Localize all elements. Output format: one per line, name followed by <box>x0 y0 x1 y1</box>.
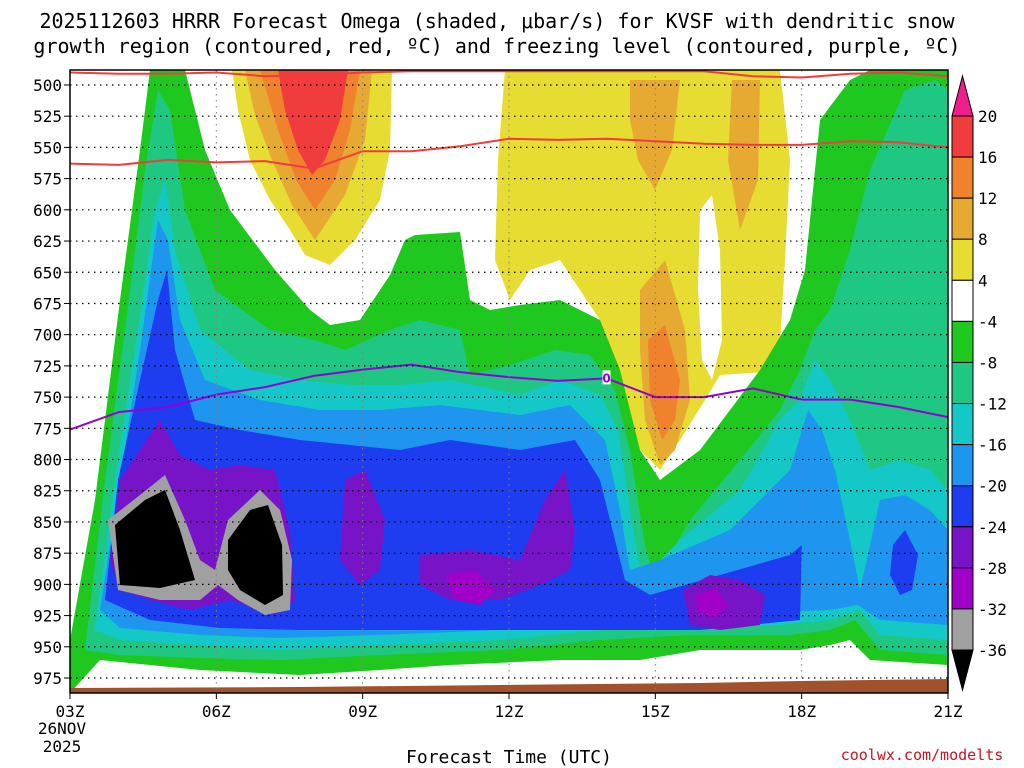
colorbar-box-4 <box>951 279 974 322</box>
omega-contour-neg28 <box>445 570 495 605</box>
colorbar-box-11 <box>951 567 974 610</box>
freezing-level-label-bg <box>602 370 611 385</box>
y-tick-label-875: 875 <box>33 544 62 563</box>
colorbar-box-0 <box>951 115 974 158</box>
omega-contour-neg24-mid2 <box>420 470 575 600</box>
gridlines <box>70 70 948 693</box>
x-tick-label-03Z: 03Z <box>56 702 85 721</box>
y-tick-label-800: 800 <box>33 451 62 470</box>
y-tick-label-950: 950 <box>33 638 62 657</box>
y-tick-label-775: 775 <box>33 419 62 438</box>
colorbar-box-3 <box>951 238 974 281</box>
x-tick-label-18Z: 18Z <box>787 702 816 721</box>
omega-shading <box>70 70 948 693</box>
y-tick-label-650: 650 <box>33 263 62 282</box>
y-tick-label-750: 750 <box>33 388 62 407</box>
colorbar-label-3: 8 <box>978 230 988 249</box>
y-tick-label-525: 525 <box>33 107 62 126</box>
colorbar: 20 16 12 8 4 -4 -8 -12 -16 -20 -24 -28 -32 -36 <box>951 74 1007 692</box>
colorbar-box-5 <box>951 320 974 363</box>
colorbar-bottom-triangle <box>951 649 974 692</box>
colorbar-label-2: 12 <box>978 189 997 208</box>
plot-area: 0 <box>70 70 948 693</box>
x-tick-label-15Z: 15Z <box>641 702 670 721</box>
omega-contour-16-left <box>278 70 348 175</box>
freezing-level-label: 0 <box>602 371 610 385</box>
colorbar-top-triangle <box>951 74 974 117</box>
y-tick-label-925: 925 <box>33 607 62 626</box>
credit-link[interactable]: coolwx.com/modelts <box>841 746 1004 764</box>
x-axis: 03Z 06Z 09Z 12Z 15Z 18Z 21Z <box>56 693 963 721</box>
omega-contour-neg36-left <box>115 490 195 588</box>
x-tick-label-12Z: 12Z <box>495 702 524 721</box>
omega-contour-neg20-right <box>890 530 918 595</box>
y-tick-label-600: 600 <box>33 201 62 220</box>
x-date-day: 26NOV <box>38 719 87 738</box>
colorbar-label-7: -12 <box>978 395 1007 414</box>
omega-contour-4-right <box>495 70 790 470</box>
chart-title-line-1: 2025112603 HRRR Forecast Omega (shaded, … <box>39 9 955 33</box>
y-tick-label-550: 550 <box>33 138 62 157</box>
y-tick-label-725: 725 <box>33 357 62 376</box>
y-tick-label-500: 500 <box>33 76 62 95</box>
omega-contour-8-right-a <box>630 80 680 190</box>
colorbar-box-8 <box>951 444 974 487</box>
omega-contour-8-right-b <box>728 80 760 230</box>
colorbar-label-1: 16 <box>978 148 997 167</box>
x-tick-label-21Z: 21Z <box>934 702 963 721</box>
colorbar-label-12: -32 <box>978 600 1007 619</box>
x-tick-label-06Z: 06Z <box>202 702 231 721</box>
dgz-lower-line <box>70 137 948 170</box>
colorbar-box-7 <box>951 403 974 446</box>
y-tick-label-975: 975 <box>33 669 62 688</box>
colorbar-label-10: -24 <box>978 518 1007 537</box>
colorbar-label-0: 20 <box>978 107 997 126</box>
colorbar-box-1 <box>951 156 974 199</box>
x-date-year: 2025 <box>43 737 82 756</box>
x-tick-label-09Z: 09Z <box>348 702 377 721</box>
omega-contour-neg28-right <box>695 588 728 618</box>
omega-gap-white-right <box>698 195 722 380</box>
colorbar-box-9 <box>951 485 974 528</box>
colorbar-box-6 <box>951 361 974 405</box>
colorbar-label-5: -4 <box>978 312 997 331</box>
y-tick-label-675: 675 <box>33 294 62 313</box>
colorbar-label-4: 4 <box>978 271 988 290</box>
y-tick-label-625: 625 <box>33 232 62 251</box>
colorbar-box-10 <box>951 526 974 569</box>
y-axis: 500 525 550 575 600 625 650 675 700 725 750 775 800 8… <box>33 76 70 688</box>
omega-contour-neg36-right <box>228 505 283 605</box>
omega-contour-12-right <box>648 325 680 440</box>
y-tick-label-700: 700 <box>33 326 62 345</box>
colorbar-label-6: -8 <box>978 353 997 372</box>
colorbar-box-2 <box>951 197 974 240</box>
colorbar-box-12 <box>951 608 974 651</box>
y-tick-label-900: 900 <box>33 575 62 594</box>
colorbar-label-8: -16 <box>978 436 1007 455</box>
chart-title-line-2: growth region (contoured, red, ºC) and f… <box>33 34 960 58</box>
x-axis-label: Forecast Time (UTC) <box>406 747 612 768</box>
y-tick-label-575: 575 <box>33 170 62 189</box>
y-tick-label-825: 825 <box>33 482 62 501</box>
terrain <box>70 679 948 693</box>
colorbar-label-13: -36 <box>978 641 1007 660</box>
y-tick-label-850: 850 <box>33 513 62 532</box>
colorbar-label-9: -20 <box>978 477 1007 496</box>
colorbar-label-11: -28 <box>978 559 1007 578</box>
